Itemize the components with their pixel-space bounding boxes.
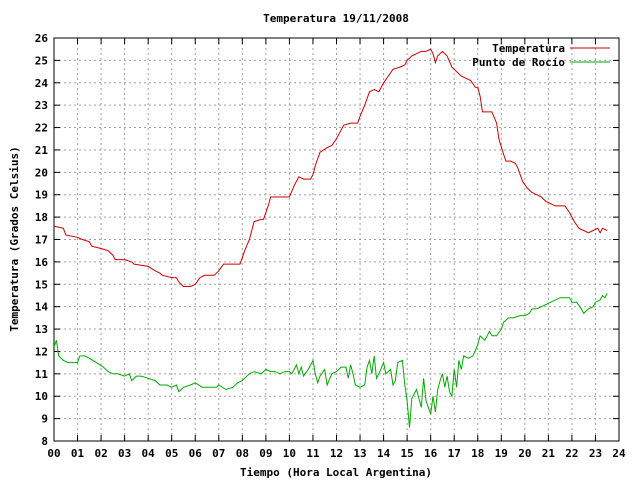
y-tick-label: 17: [35, 234, 48, 247]
tick-marks: [53, 37, 620, 442]
x-tick-label: 03: [118, 447, 131, 460]
x-tick-label: 09: [259, 447, 272, 460]
x-tick-label: 08: [236, 447, 249, 460]
y-tick-label: 25: [35, 54, 48, 67]
y-tick-label: 15: [35, 278, 48, 291]
y-tick-label: 8: [41, 435, 48, 448]
x-tick-label: 15: [401, 447, 414, 460]
x-tick-label: 04: [142, 447, 156, 460]
x-tick-label: 02: [94, 447, 107, 460]
x-tick-label: 18: [471, 447, 484, 460]
y-tick-label: 12: [35, 345, 48, 358]
y-tick-label: 20: [35, 166, 48, 179]
chart-title: Temperatura 19/11/2008: [263, 12, 409, 25]
x-axis-label: Tiempo (Hora Local Argentina): [240, 466, 432, 479]
series-line-temperatura: [53, 48, 608, 287]
x-tick-label: 12: [330, 447, 343, 460]
x-tick-label: 21: [542, 447, 556, 460]
x-tick-label: 06: [189, 447, 203, 460]
x-tick-label: 05: [165, 447, 178, 460]
x-tick-label: 16: [424, 447, 438, 460]
y-tick-label: 9: [41, 413, 48, 426]
y-tick-label: 14: [35, 301, 49, 314]
x-tick-label: 13: [353, 447, 366, 460]
y-tick-label: 19: [35, 189, 48, 202]
x-tick-label: 14: [377, 447, 391, 460]
y-tick-label: 23: [35, 99, 48, 112]
y-tick-label: 16: [35, 256, 49, 269]
x-tick-label: 00: [47, 447, 60, 460]
y-tick-label: 22: [35, 122, 48, 135]
y-tick-label: 24: [35, 77, 49, 90]
y-axis-label: Temperatura (Grados Celsius): [8, 146, 21, 331]
grid: [54, 38, 619, 441]
x-tick-label: 17: [448, 447, 461, 460]
x-tick-label: 20: [518, 447, 531, 460]
y-tick-label: 10: [35, 390, 48, 403]
x-tick-label: 11: [306, 447, 320, 460]
legend-label-temperatura: Temperatura: [492, 42, 565, 55]
x-tick-label: 22: [565, 447, 578, 460]
x-tick-label: 23: [589, 447, 602, 460]
x-tick-label: 01: [71, 447, 85, 460]
x-tick-label: 19: [495, 447, 508, 460]
y-tick-label: 13: [35, 323, 48, 336]
x-tick-labels: 00 01 02 03 04 05 06 07 08 09 10 11 12 13 14 15 16 17 18 19…: [47, 447, 626, 460]
series-line-punto-de-rocio: [53, 292, 608, 428]
y-tick-label: 11: [35, 368, 49, 381]
x-tick-label: 10: [283, 447, 296, 460]
legend: Temperatura Punto de Rocío: [472, 42, 610, 69]
y-tick-labels: 8 9 10 11 12 13 14 15 16 17 18 19 20 21 22 23 24 25 26: [35, 32, 49, 448]
series-group: [53, 48, 608, 428]
y-tick-label: 26: [35, 32, 49, 45]
x-tick-label: 24: [612, 447, 626, 460]
legend-label-punto-de-rocio: Punto de Rocío: [472, 56, 565, 69]
y-tick-label: 21: [35, 144, 49, 157]
y-tick-label: 18: [35, 211, 48, 224]
x-tick-label: 07: [212, 447, 225, 460]
